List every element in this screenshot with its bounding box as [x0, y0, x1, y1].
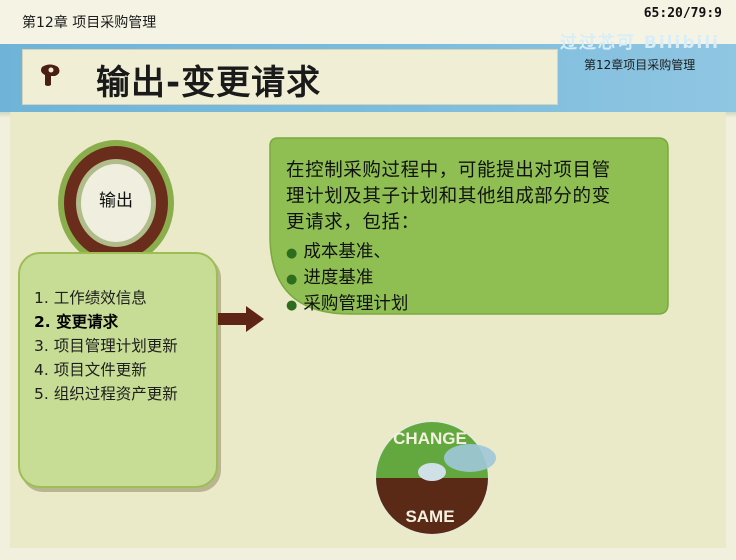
- title-box: [22, 49, 558, 105]
- bullet-item: ● 进度基准: [286, 264, 373, 289]
- description-line: 更请求，包括：: [286, 212, 420, 233]
- bullet-text: 成本基准、: [303, 242, 391, 262]
- list-item-selected: 2. 变更请求: [34, 313, 119, 331]
- badge-top-text: CHANGE: [393, 429, 467, 448]
- chapter-label-right: 第12章项目采购管理: [584, 58, 696, 72]
- list-item: 1. 工作绩效信息: [34, 289, 147, 307]
- brand-watermark: 过过芯可 Bilibili: [560, 33, 721, 53]
- output-ring-icon: [58, 140, 174, 266]
- callout-panel: [269, 137, 669, 315]
- bullet-item: ● 采购管理计划: [286, 290, 408, 315]
- description-line: 在控制采购过程中，可能提出对项目管: [286, 160, 611, 181]
- bullet-text: 采购管理计划: [303, 294, 409, 314]
- bullet-item: ● 成本基准、: [286, 238, 391, 263]
- description-line: 理计划及其子计划和其他组成部分的变: [286, 186, 611, 207]
- video-timestamp: 65:20/79:9: [643, 6, 722, 21]
- list-item: 5. 组织过程资产更新: [34, 385, 178, 403]
- badge-bottom-text: SAME: [405, 507, 454, 526]
- bullet-dot-icon: ●: [286, 246, 298, 261]
- bullet-dot-icon: ●: [286, 272, 298, 287]
- arrow-right-icon: [218, 306, 264, 332]
- change-same-badge-icon: CHANGE SAME: [374, 420, 496, 536]
- bullet-dot-icon: ●: [286, 298, 298, 313]
- chapter-label-top: 第12章 项目采购管理: [22, 15, 157, 31]
- list-item: 3. 项目管理计划更新: [34, 337, 178, 355]
- page-title: 输出-变更请求: [96, 63, 322, 103]
- output-label: 输出: [99, 191, 133, 211]
- bullet-text: 进度基准: [303, 268, 374, 288]
- top-bar: [0, 0, 736, 44]
- list-item: 4. 项目文件更新: [34, 361, 147, 379]
- output-list-panel: [18, 252, 218, 488]
- brush-bullet-icon: [41, 64, 60, 86]
